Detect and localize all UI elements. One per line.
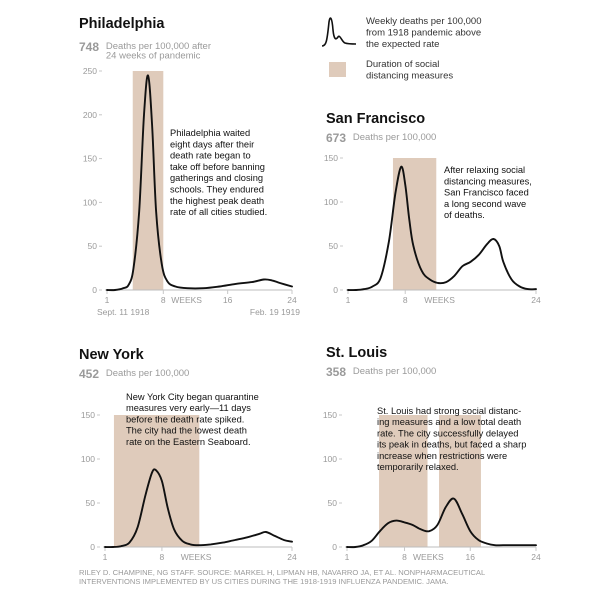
new-york-total-label: Deaths per 100,000	[106, 368, 189, 379]
philadelphia-annotation: schools. They endured	[170, 185, 264, 195]
philadelphia-y-tick-label: 150	[83, 154, 97, 164]
st-louis-death-rate-line	[346, 497, 537, 549]
san-francisco-death-rate-line	[347, 165, 537, 291]
st-louis-annotation: temporarily relaxed.	[377, 462, 459, 472]
philadelphia-x-tick-label: 16	[223, 295, 233, 305]
legend-line-label: Weekly deaths per 100,000	[366, 16, 481, 27]
new-york-annotation: rate on the Eastern Seaboard.	[126, 437, 251, 447]
st-louis-x-tick-label: 16	[466, 552, 476, 562]
st-louis-y-tick-label: 0	[332, 542, 337, 552]
philadelphia-title: Philadelphia	[79, 16, 165, 32]
legend-shade-label: Duration of social	[366, 59, 439, 70]
philadelphia-x-tick-label: WEEKS	[171, 295, 202, 305]
legend-shade-swatch	[329, 62, 346, 77]
philadelphia-total: 748	[79, 40, 99, 54]
st-louis-total-label: Deaths per 100,000	[353, 366, 436, 377]
st-louis-panel: St. Louis 358 Deaths per 100,000 0 50 100 150 1…	[323, 345, 541, 562]
san-francisco-y-tick-label: 0	[333, 285, 338, 295]
source-credit: RILEY D. CHAMPINE, NG STAFF. SOURCE: MAR…	[79, 568, 485, 577]
san-francisco-distancing-period	[392, 158, 437, 290]
philadelphia-start-date: Sept. 11 1918	[97, 307, 150, 317]
new-york-total: 452	[79, 367, 99, 381]
new-york-annotation: New York City began quarantine	[126, 392, 259, 402]
st-louis-annotation: its peak in deaths, but faced a sharp	[377, 440, 526, 450]
st-louis-total: 358	[326, 365, 346, 379]
new-york-x-tick-label: 24	[287, 552, 297, 562]
new-york-title: New York	[79, 347, 145, 363]
legend-shade-label: distancing measures	[366, 71, 453, 82]
philadelphia-distancing-period	[132, 71, 164, 290]
legend-line-swatch	[321, 17, 357, 47]
new-york-annotation: The city had the lowest death	[126, 426, 247, 436]
philadelphia-total-label: 24 weeks of pandemic	[106, 51, 201, 62]
legend-line-label: from 1918 pandemic above	[366, 28, 481, 39]
san-francisco-x-tick-label: 24	[531, 295, 541, 305]
san-francisco-y-tick-label: 50	[329, 241, 339, 251]
source-credit: INTERVENTIONS IMPLEMENTED BY US CITIES D…	[79, 577, 449, 586]
st-louis-title: St. Louis	[326, 345, 387, 361]
legend-line-label: the expected rate	[366, 39, 439, 50]
new-york-y-tick-label: 100	[81, 454, 95, 464]
san-francisco-x-tick-label: 1	[346, 295, 351, 305]
st-louis-distancing-period	[439, 415, 481, 547]
new-york-x-tick-label: 1	[103, 552, 108, 562]
philadelphia-x-tick-label: 24	[287, 295, 297, 305]
san-francisco-x-tick-label: 8	[403, 295, 408, 305]
san-francisco-y-tick-label: 150	[324, 153, 338, 163]
san-francisco-annotation: San Francisco faced	[444, 188, 529, 198]
philadelphia-annotation: Philadelphia waited	[170, 128, 250, 138]
philadelphia-annotation: the highest peak death	[170, 196, 264, 206]
st-louis-annotation: increase when restrictions were	[377, 451, 507, 461]
st-louis-y-tick-label: 50	[328, 498, 338, 508]
new-york-y-tick-label: 50	[86, 498, 96, 508]
philadelphia-annotation: gatherings and closing	[170, 173, 263, 183]
new-york-x-tick-label: 8	[160, 552, 165, 562]
san-francisco-panel: San Francisco 673 Deaths per 100,000 0 50 100…	[324, 111, 541, 305]
philadelphia-annotation: eight days after their	[170, 139, 254, 149]
san-francisco-annotation: distancing measures,	[444, 176, 532, 186]
philadelphia-annotation: take off before banning	[170, 162, 265, 172]
san-francisco-total: 673	[326, 131, 346, 145]
new-york-x-tick-label: WEEKS	[181, 552, 212, 562]
philadelphia-death-rate-line	[106, 74, 293, 292]
new-york-annotation: before the death rate spiked.	[126, 414, 244, 424]
st-louis-y-tick-label: 150	[323, 410, 337, 420]
philadelphia-annotation: death rate began to	[170, 151, 251, 161]
san-francisco-y-tick-label: 100	[324, 197, 338, 207]
st-louis-y-tick-label: 100	[323, 454, 337, 464]
new-york-panel: New York 452 Deaths per 100,000 0 50 100 150 1 8…	[79, 347, 297, 562]
philadelphia-annotation: rate of all cities studied.	[170, 207, 267, 217]
philadelphia-y-tick-label: 50	[88, 241, 98, 251]
san-francisco-annotation: After relaxing social	[444, 165, 525, 175]
philadelphia-y-tick-label: 200	[83, 110, 97, 120]
san-francisco-x-tick-label: WEEKS	[424, 295, 455, 305]
st-louis-x-tick-label: 1	[345, 552, 350, 562]
st-louis-annotation: St. Louis had strong social distanc-	[377, 406, 521, 416]
new-york-y-tick-label: 150	[81, 410, 95, 420]
st-louis-x-tick-label: 24	[531, 552, 541, 562]
philadelphia-x-tick-label: 8	[161, 295, 166, 305]
st-louis-annotation: ing measures and a low total death	[377, 417, 521, 427]
new-york-distancing-period	[113, 415, 200, 547]
st-louis-x-tick-label: 8	[402, 552, 407, 562]
philadelphia-y-tick-label: 100	[83, 197, 97, 207]
san-francisco-title: San Francisco	[326, 111, 425, 127]
new-york-y-tick-label: 0	[90, 542, 95, 552]
philadelphia-y-tick-label: 0	[92, 285, 97, 295]
new-york-death-rate-line	[104, 468, 293, 548]
philadelphia-y-tick-label: 250	[83, 66, 97, 76]
st-louis-annotation: rate. The city successfully delayed	[377, 428, 518, 438]
san-francisco-annotation: a long second wave	[444, 199, 526, 209]
philadelphia-total-label: Deaths per 100,000 after	[106, 41, 211, 52]
new-york-annotation: measures very early—11 days	[126, 403, 251, 413]
philadelphia-x-tick-label: 1	[105, 295, 110, 305]
san-francisco-total-label: Deaths per 100,000	[353, 132, 436, 143]
st-louis-x-tick-label: WEEKS	[413, 552, 444, 562]
philadelphia-end-date: Feb. 19 1919	[250, 307, 300, 317]
san-francisco-annotation: of deaths.	[444, 210, 485, 220]
